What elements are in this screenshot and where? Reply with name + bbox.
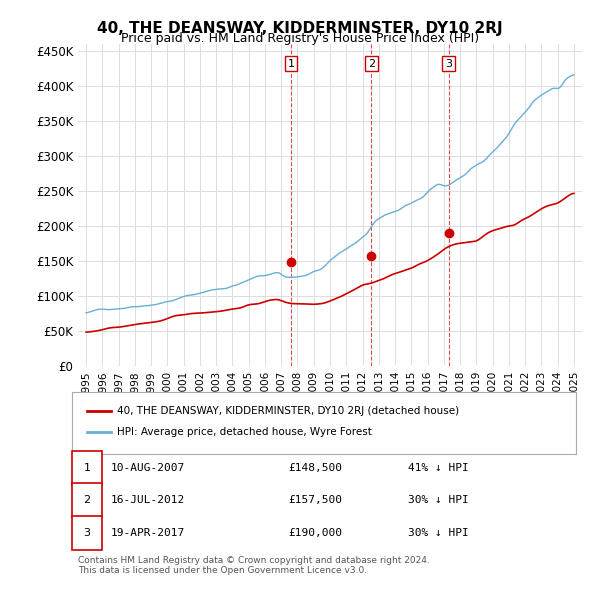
Text: 30% ↓ HPI: 30% ↓ HPI bbox=[408, 496, 469, 505]
Text: 2: 2 bbox=[83, 496, 91, 505]
Text: £190,000: £190,000 bbox=[288, 528, 342, 537]
Text: 41% ↓ HPI: 41% ↓ HPI bbox=[408, 463, 469, 473]
Text: 3: 3 bbox=[445, 58, 452, 68]
Text: 40, THE DEANSWAY, KIDDERMINSTER, DY10 2RJ (detached house): 40, THE DEANSWAY, KIDDERMINSTER, DY10 2R… bbox=[117, 407, 459, 416]
Text: 3: 3 bbox=[83, 528, 91, 537]
Text: HPI: Average price, detached house, Wyre Forest: HPI: Average price, detached house, Wyre… bbox=[117, 428, 372, 437]
Text: Contains HM Land Registry data © Crown copyright and database right 2024.
This d: Contains HM Land Registry data © Crown c… bbox=[78, 556, 430, 575]
Text: £148,500: £148,500 bbox=[288, 463, 342, 473]
Text: £157,500: £157,500 bbox=[288, 496, 342, 505]
Text: Price paid vs. HM Land Registry's House Price Index (HPI): Price paid vs. HM Land Registry's House … bbox=[121, 32, 479, 45]
Text: 2: 2 bbox=[368, 58, 375, 68]
Text: 30% ↓ HPI: 30% ↓ HPI bbox=[408, 528, 469, 537]
Text: 1: 1 bbox=[287, 58, 295, 68]
Text: 40, THE DEANSWAY, KIDDERMINSTER, DY10 2RJ: 40, THE DEANSWAY, KIDDERMINSTER, DY10 2R… bbox=[97, 21, 503, 35]
Text: 1: 1 bbox=[83, 463, 91, 473]
Text: 16-JUL-2012: 16-JUL-2012 bbox=[111, 496, 185, 505]
Text: 10-AUG-2007: 10-AUG-2007 bbox=[111, 463, 185, 473]
Text: 19-APR-2017: 19-APR-2017 bbox=[111, 528, 185, 537]
